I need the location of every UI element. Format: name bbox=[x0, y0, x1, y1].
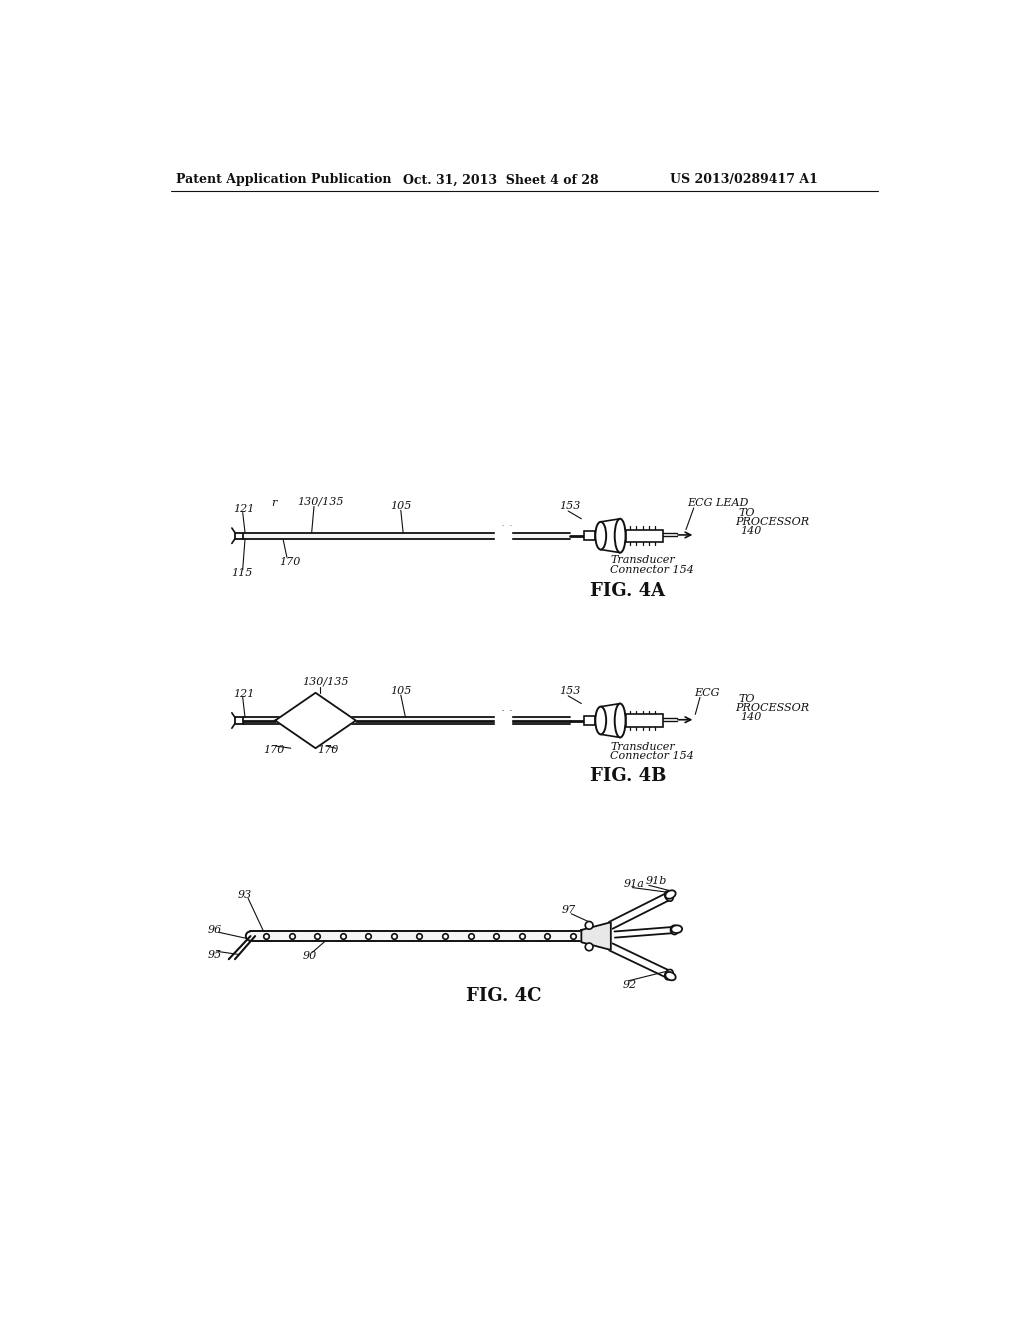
Text: Transducer: Transducer bbox=[610, 556, 675, 565]
Text: 170: 170 bbox=[317, 744, 339, 755]
FancyBboxPatch shape bbox=[234, 718, 244, 723]
Text: 121: 121 bbox=[233, 689, 255, 698]
FancyBboxPatch shape bbox=[601, 710, 621, 731]
Text: 170: 170 bbox=[280, 557, 300, 566]
Ellipse shape bbox=[666, 890, 676, 899]
Ellipse shape bbox=[666, 972, 676, 981]
Text: ECG LEAD: ECG LEAD bbox=[687, 499, 749, 508]
Text: Connector 154: Connector 154 bbox=[610, 751, 694, 760]
Text: 105: 105 bbox=[390, 502, 412, 511]
Ellipse shape bbox=[665, 891, 673, 902]
Ellipse shape bbox=[614, 704, 626, 738]
Text: FIG. 4A: FIG. 4A bbox=[590, 582, 666, 601]
Text: 140: 140 bbox=[740, 713, 762, 722]
Text: 93: 93 bbox=[238, 890, 252, 899]
Text: FIG. 4B: FIG. 4B bbox=[590, 767, 666, 785]
Text: PROCESSOR: PROCESSOR bbox=[735, 517, 810, 527]
FancyBboxPatch shape bbox=[626, 529, 663, 543]
Text: 90: 90 bbox=[302, 952, 316, 961]
Text: Transducer: Transducer bbox=[610, 742, 675, 751]
Text: 105: 105 bbox=[390, 686, 412, 696]
FancyBboxPatch shape bbox=[601, 525, 621, 546]
Text: 115: 115 bbox=[231, 568, 253, 578]
Text: 96: 96 bbox=[208, 925, 222, 935]
Ellipse shape bbox=[595, 706, 606, 734]
Ellipse shape bbox=[671, 925, 678, 935]
Text: Patent Application Publication: Patent Application Publication bbox=[176, 173, 391, 186]
Text: 153: 153 bbox=[559, 502, 581, 511]
Text: 91a: 91a bbox=[624, 879, 645, 888]
Text: 140: 140 bbox=[740, 527, 762, 536]
Text: 153: 153 bbox=[559, 686, 581, 696]
Text: TO: TO bbox=[738, 694, 756, 704]
Ellipse shape bbox=[614, 519, 626, 553]
Polygon shape bbox=[582, 923, 611, 950]
Text: 130/135: 130/135 bbox=[302, 677, 349, 686]
Text: PROCESSOR: PROCESSOR bbox=[735, 704, 810, 713]
Ellipse shape bbox=[586, 942, 593, 950]
Text: ECG: ECG bbox=[693, 688, 719, 698]
Text: TO: TO bbox=[738, 508, 756, 517]
Text: 130/135: 130/135 bbox=[297, 496, 343, 507]
Polygon shape bbox=[275, 693, 356, 748]
Text: r: r bbox=[271, 499, 276, 508]
FancyBboxPatch shape bbox=[234, 533, 244, 539]
Ellipse shape bbox=[595, 521, 606, 549]
Ellipse shape bbox=[672, 925, 682, 933]
FancyBboxPatch shape bbox=[626, 714, 663, 726]
Ellipse shape bbox=[586, 921, 593, 929]
Text: 97: 97 bbox=[562, 906, 577, 915]
Text: FIG. 4C: FIG. 4C bbox=[466, 987, 542, 1005]
Text: Oct. 31, 2013  Sheet 4 of 28: Oct. 31, 2013 Sheet 4 of 28 bbox=[403, 173, 599, 186]
Text: US 2013/0289417 A1: US 2013/0289417 A1 bbox=[671, 173, 818, 186]
Text: 91b: 91b bbox=[646, 875, 667, 886]
Text: Connector 154: Connector 154 bbox=[610, 565, 694, 574]
Text: 121: 121 bbox=[233, 504, 255, 513]
Ellipse shape bbox=[665, 969, 673, 979]
FancyBboxPatch shape bbox=[584, 715, 595, 725]
FancyBboxPatch shape bbox=[584, 531, 595, 540]
Text: 95: 95 bbox=[208, 949, 222, 960]
Text: 170: 170 bbox=[263, 744, 285, 755]
Text: 92: 92 bbox=[623, 981, 637, 990]
